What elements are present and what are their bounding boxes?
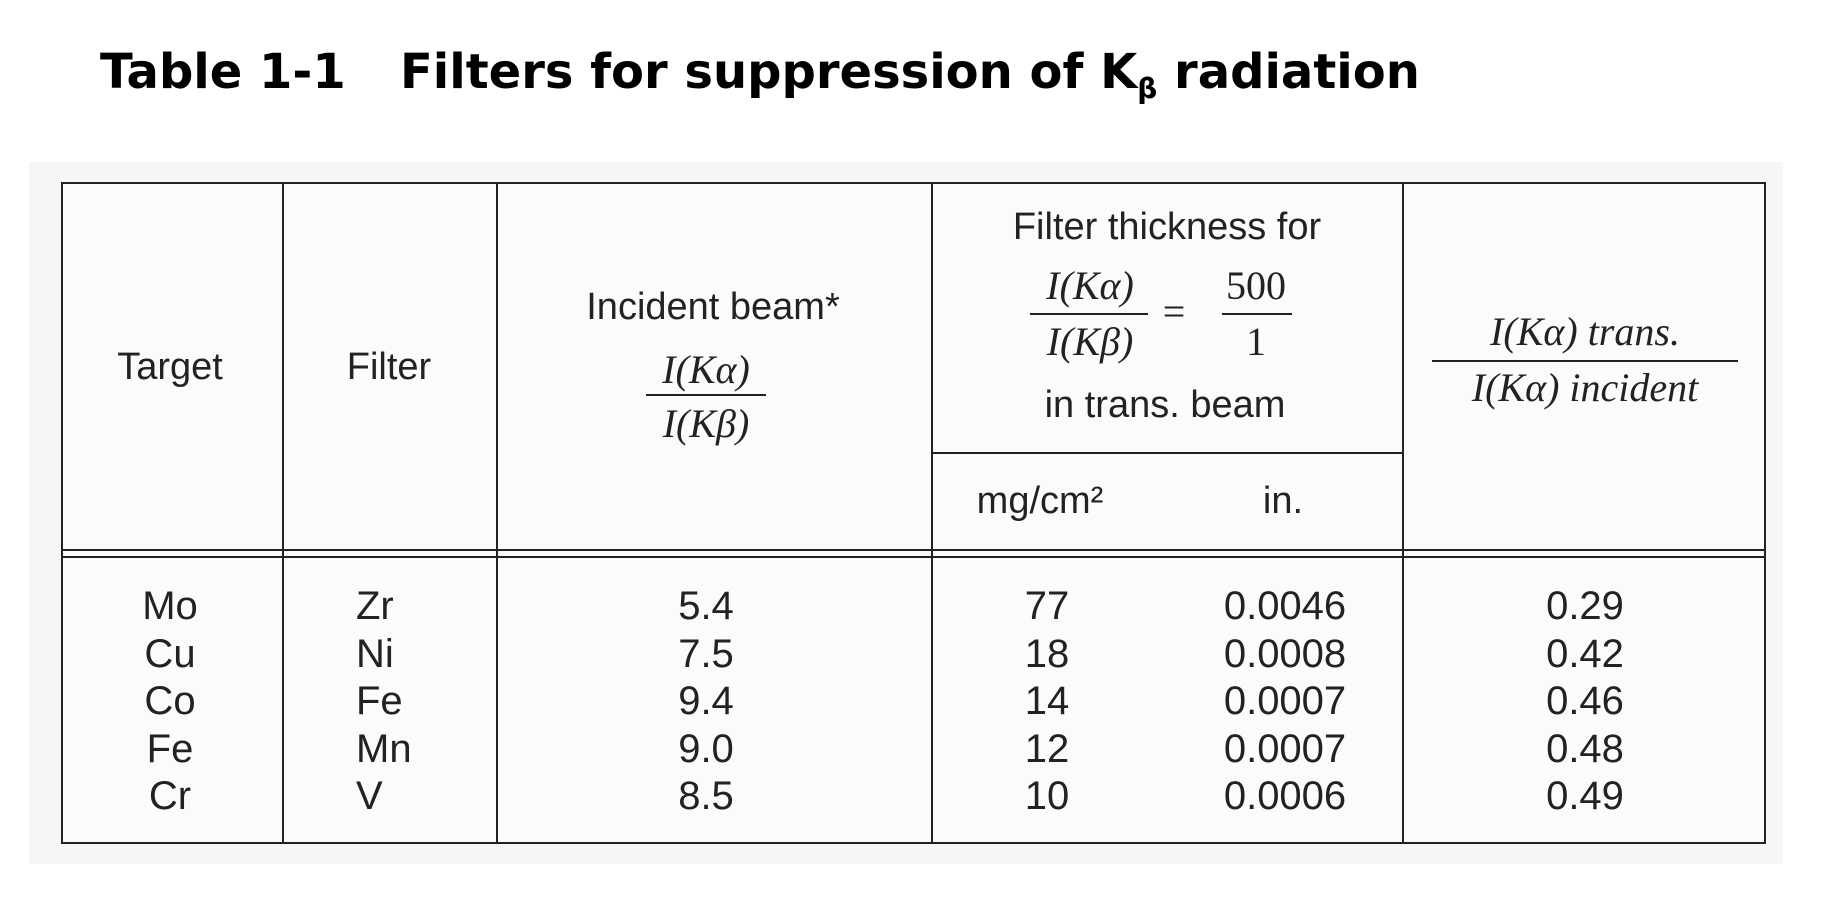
transmission-numerator: I(Kα) trans. — [1490, 309, 1680, 354]
cell-filter: Fe — [356, 679, 403, 723]
fraction-bar — [1432, 360, 1738, 362]
cell-mg: 77 — [1024, 584, 1070, 628]
cell-trans: 0.42 — [1546, 631, 1624, 676]
cell-filter: V — [356, 774, 383, 818]
cell-filter: Ni — [356, 631, 394, 676]
incident-denominator: I(Kβ) — [662, 401, 750, 446]
header-double-rule — [61, 549, 1766, 551]
transmission-denominator: I(Kα) incident — [1471, 365, 1699, 410]
header-filter: Filter — [346, 346, 432, 388]
unit-mg-cm2: mg/cm² — [976, 480, 1104, 522]
table-title: Table 1-1 Filters for suppression of Kβ r… — [100, 44, 1420, 105]
header-filter-thickness: Filter thickness for — [1012, 206, 1322, 248]
cell-filter: Mn — [356, 726, 412, 771]
column-divider — [1402, 182, 1404, 844]
cell-in: 0.0046 — [1223, 584, 1347, 628]
unit-inches: in. — [1262, 480, 1304, 522]
cell-trans: 0.48 — [1546, 726, 1624, 771]
cell-incident: 7.5 — [678, 631, 734, 676]
cell-target: Fe — [146, 726, 194, 771]
cell-incident: 9.0 — [678, 726, 734, 771]
cell-incident: 8.5 — [678, 774, 734, 818]
header-target: Target — [117, 346, 223, 388]
header-double-rule — [61, 556, 1766, 558]
fraction-bar — [1030, 313, 1148, 315]
header-trans-beam: in trans. beam — [1044, 384, 1286, 426]
cell-mg: 12 — [1024, 726, 1070, 771]
thickness-denominator: I(Kβ) — [1046, 319, 1134, 364]
fraction-bar — [646, 394, 766, 396]
ratio-denominator: 1 — [1246, 319, 1266, 364]
cell-target: Cr — [148, 774, 192, 818]
column-divider — [282, 182, 284, 844]
table-caption: Filters for suppression of K — [400, 44, 1138, 100]
column-divider — [931, 182, 933, 844]
cell-incident: 9.4 — [678, 679, 734, 723]
thickness-numerator: I(Kα) — [1046, 263, 1134, 308]
cell-in: 0.0007 — [1223, 679, 1347, 723]
cell-trans: 0.46 — [1546, 679, 1624, 723]
cell-in: 0.0007 — [1223, 726, 1347, 771]
cell-target: Co — [144, 679, 196, 723]
table-caption-end: radiation — [1157, 44, 1420, 100]
cell-target: Mo — [142, 584, 198, 628]
ratio-numerator: 500 — [1226, 263, 1286, 308]
cell-mg: 18 — [1024, 631, 1070, 676]
cell-target: Cu — [144, 631, 196, 676]
cell-trans: 0.49 — [1546, 774, 1624, 818]
incident-numerator: I(Kα) — [662, 347, 750, 392]
cell-mg: 14 — [1024, 679, 1070, 723]
filters-table — [61, 182, 1766, 844]
cell-filter: Zr — [356, 584, 394, 628]
column-divider — [496, 182, 498, 844]
cell-trans: 0.29 — [1546, 584, 1624, 628]
table-number: Table 1-1 — [100, 44, 346, 100]
cell-in: 0.0006 — [1223, 774, 1347, 818]
cell-mg: 10 — [1024, 774, 1070, 818]
cell-in: 0.0008 — [1223, 631, 1347, 676]
caption-subscript: β — [1137, 72, 1158, 105]
fraction-bar — [1222, 313, 1292, 315]
header-incident-beam: Incident beam* — [586, 286, 840, 328]
equals-sign: = — [1162, 289, 1186, 334]
cell-incident: 5.4 — [678, 584, 734, 628]
subheader-divider — [931, 452, 1402, 454]
